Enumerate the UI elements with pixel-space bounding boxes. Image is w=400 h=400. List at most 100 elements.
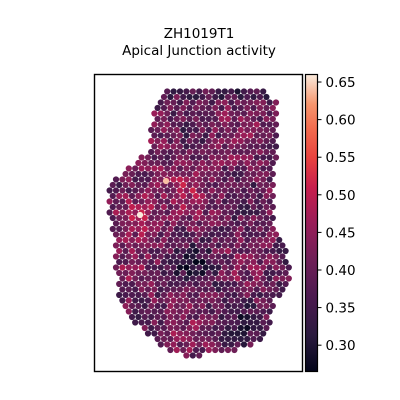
spot xyxy=(132,253,139,260)
spot xyxy=(154,236,161,244)
spot xyxy=(167,302,174,310)
spot xyxy=(125,242,132,249)
spot xyxy=(170,198,177,205)
spot xyxy=(240,275,248,282)
spot xyxy=(128,280,136,288)
spot xyxy=(231,104,238,112)
spot xyxy=(234,143,241,150)
spot xyxy=(215,297,222,304)
spot xyxy=(221,330,228,337)
spot xyxy=(122,280,129,288)
spot xyxy=(144,308,152,315)
spot xyxy=(224,192,232,200)
spot xyxy=(192,93,200,101)
spot xyxy=(192,236,200,244)
spot xyxy=(141,192,148,200)
spot xyxy=(160,214,168,222)
spot xyxy=(212,269,219,277)
spot xyxy=(266,121,273,128)
spot xyxy=(247,297,254,304)
spot xyxy=(218,170,225,178)
spot xyxy=(247,275,254,282)
spot xyxy=(154,104,161,112)
spot xyxy=(170,121,177,128)
spot xyxy=(148,159,155,167)
spot xyxy=(269,214,276,222)
spot xyxy=(228,275,235,282)
spot xyxy=(240,330,248,337)
spot xyxy=(164,264,171,271)
spot xyxy=(256,104,264,112)
spot xyxy=(170,176,177,183)
spot xyxy=(215,187,222,194)
spot xyxy=(250,269,257,277)
spot xyxy=(192,258,200,266)
spot xyxy=(183,242,190,249)
spot xyxy=(176,198,184,205)
spot xyxy=(231,280,238,288)
spot xyxy=(125,198,132,205)
spot xyxy=(136,211,144,219)
spot xyxy=(205,126,212,134)
spot xyxy=(208,242,216,249)
spot xyxy=(183,209,190,216)
spot xyxy=(212,181,219,189)
spot xyxy=(154,126,161,134)
spot xyxy=(151,198,158,205)
spot xyxy=(157,220,164,227)
spot xyxy=(173,126,180,134)
spot xyxy=(224,214,232,222)
spot xyxy=(256,269,264,277)
spot xyxy=(173,93,180,101)
spot xyxy=(122,236,129,244)
spot xyxy=(253,231,260,238)
spot xyxy=(170,341,177,348)
spot xyxy=(212,302,219,310)
spot xyxy=(183,88,190,95)
spot xyxy=(122,170,129,178)
spot xyxy=(157,165,164,172)
spot xyxy=(253,275,260,282)
spot xyxy=(228,110,235,117)
spot xyxy=(180,170,187,178)
spot xyxy=(234,297,241,304)
spot xyxy=(240,187,248,194)
spot xyxy=(167,214,174,222)
spot xyxy=(160,269,168,277)
spot xyxy=(260,330,267,337)
spot xyxy=(218,225,225,233)
spot xyxy=(218,203,225,211)
spot xyxy=(208,319,216,326)
spot xyxy=(212,126,219,134)
spot xyxy=(266,165,273,172)
spot xyxy=(208,88,216,95)
spot xyxy=(237,115,244,123)
spot xyxy=(199,104,206,112)
spot xyxy=(170,308,177,315)
spot xyxy=(154,203,161,211)
spot xyxy=(208,253,216,260)
spot xyxy=(157,176,164,183)
spot xyxy=(176,187,184,194)
spot xyxy=(173,247,180,255)
spot xyxy=(180,324,187,332)
spot xyxy=(144,176,152,183)
spot xyxy=(119,264,126,271)
spot xyxy=(260,121,267,128)
spot xyxy=(192,126,200,134)
spot xyxy=(151,264,158,271)
spot xyxy=(212,291,219,299)
spot xyxy=(256,137,264,145)
spot xyxy=(189,121,196,128)
spot xyxy=(189,143,196,150)
spot xyxy=(109,225,116,233)
spot xyxy=(141,214,148,222)
spot xyxy=(164,319,171,326)
spot xyxy=(234,286,241,293)
spot xyxy=(208,165,216,172)
spot xyxy=(141,302,148,310)
spot xyxy=(253,264,260,271)
spot xyxy=(160,291,168,299)
spot xyxy=(205,93,212,101)
